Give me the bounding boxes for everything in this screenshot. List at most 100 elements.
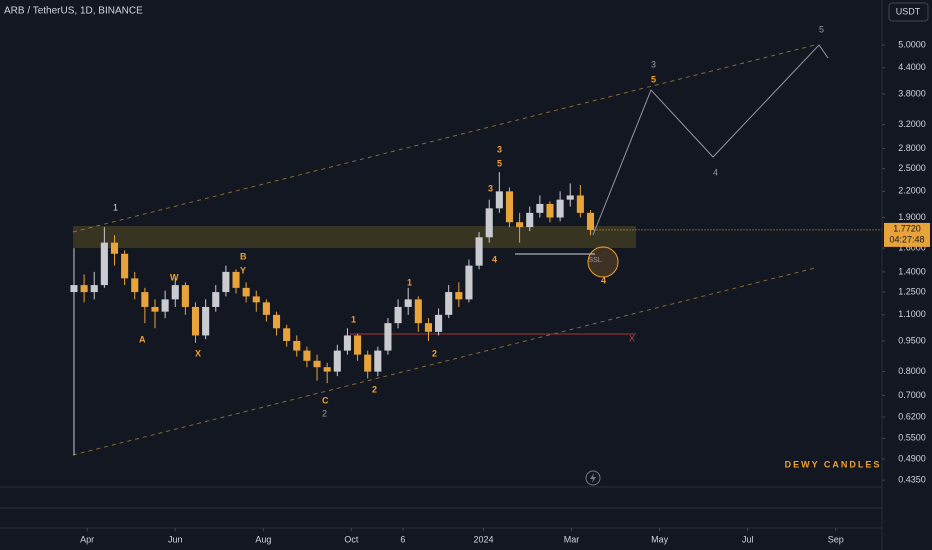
wave-label: 5 bbox=[819, 24, 824, 34]
candle-body bbox=[110, 242, 119, 254]
x-tick-label: Oct bbox=[344, 534, 359, 544]
y-tick-label: 1.1000 bbox=[898, 309, 926, 319]
wave-label: X bbox=[629, 333, 635, 343]
wave-label: 2 bbox=[322, 408, 327, 418]
candle-body bbox=[566, 195, 574, 200]
candle-body bbox=[414, 299, 422, 324]
y-tick-label: 0.4350 bbox=[898, 475, 926, 485]
wave-label: 1 bbox=[407, 277, 412, 287]
lightning-icon[interactable] bbox=[590, 473, 596, 483]
candle-body bbox=[435, 314, 443, 332]
ssl-label: SSL bbox=[588, 257, 601, 264]
countdown-label: 04:27:48 bbox=[889, 234, 924, 244]
candle-body bbox=[90, 285, 98, 293]
candle-body bbox=[576, 195, 584, 213]
candle-body bbox=[100, 242, 108, 286]
candle-body bbox=[313, 360, 321, 368]
watermark: DEWY CANDLES bbox=[785, 459, 882, 469]
candle-body bbox=[384, 323, 392, 351]
candle-body bbox=[404, 299, 412, 307]
candles bbox=[70, 172, 595, 456]
candle-body bbox=[343, 335, 351, 351]
price-tag bbox=[884, 222, 930, 247]
candle-body bbox=[202, 306, 210, 336]
candle-body bbox=[586, 212, 595, 230]
x-tick-label: Aug bbox=[255, 534, 271, 544]
candle-body bbox=[222, 271, 230, 293]
y-tick-label: 5.0000 bbox=[898, 39, 926, 49]
candle-body bbox=[323, 367, 331, 372]
candle-body bbox=[171, 285, 179, 300]
y-tick-label: 2.5000 bbox=[898, 163, 926, 173]
candle-body bbox=[262, 302, 270, 315]
candle-body bbox=[485, 208, 493, 238]
wave-label: 2 bbox=[372, 384, 377, 394]
symbol-title: ARB / TetherUS, 1D, BINANCE bbox=[4, 6, 143, 17]
wave-label: C bbox=[322, 395, 329, 405]
candle-body bbox=[191, 306, 200, 336]
y-tick-label: 2.8000 bbox=[898, 143, 926, 153]
y-tick-label: 0.9500 bbox=[898, 335, 926, 345]
x-tick-label: 2024 bbox=[473, 534, 493, 544]
candle-body bbox=[364, 354, 372, 372]
x-tick-label: Jun bbox=[168, 534, 183, 544]
candle-body bbox=[354, 335, 362, 355]
ssl-circle bbox=[587, 246, 619, 278]
candle-body bbox=[121, 253, 129, 279]
x-tick-label: 6 bbox=[400, 534, 405, 544]
candle-body bbox=[252, 296, 260, 303]
candle-body bbox=[505, 191, 514, 223]
y-tick-label: 3.8000 bbox=[898, 88, 926, 98]
candle-body bbox=[475, 237, 483, 266]
wave-label: 1 bbox=[351, 314, 356, 324]
candle-body bbox=[445, 292, 453, 315]
x-tick-label: Jul bbox=[742, 534, 754, 544]
candle-body bbox=[516, 222, 524, 228]
y-tick-label: 1.2500 bbox=[898, 286, 926, 296]
candle-body bbox=[242, 287, 250, 297]
wave-label: 3 bbox=[497, 144, 502, 154]
lightning-icon[interactable] bbox=[585, 470, 601, 486]
wave-label: Y bbox=[240, 265, 246, 275]
x-tick-label: May bbox=[651, 534, 669, 544]
currency-label[interactable]: USDT bbox=[896, 6, 921, 16]
candle-body bbox=[212, 292, 220, 307]
y-tick-label: 4.4000 bbox=[898, 62, 926, 72]
y-tick-label: 0.8000 bbox=[898, 366, 926, 376]
candle-body bbox=[526, 212, 534, 228]
y-tick-label: 1.4000 bbox=[898, 266, 926, 276]
candle-body bbox=[80, 285, 88, 293]
candle-body bbox=[556, 199, 564, 218]
wave-label: 3 bbox=[651, 59, 656, 69]
wave-label: 5 bbox=[497, 158, 502, 168]
y-tick-label: 1.9000 bbox=[898, 212, 926, 222]
y-tick-label: 0.7000 bbox=[898, 390, 926, 400]
candle-body bbox=[181, 285, 189, 307]
y-tick-label: 3.2000 bbox=[898, 119, 926, 129]
candle-body bbox=[131, 278, 139, 293]
wave-label: 4 bbox=[713, 167, 718, 177]
zone bbox=[73, 226, 636, 248]
x-tick-label: Apr bbox=[80, 534, 94, 544]
y-tick-label: 0.4900 bbox=[898, 453, 926, 463]
y-tick-label: 0.5500 bbox=[898, 433, 926, 443]
y-tick-label: 1.6000 bbox=[898, 242, 926, 252]
candle-body bbox=[293, 340, 301, 351]
wave-label: X bbox=[195, 348, 201, 358]
wave-label: B bbox=[240, 251, 247, 261]
price-tag-label: 1.7720 bbox=[893, 223, 921, 233]
candle-body bbox=[374, 350, 382, 372]
wave-label: 1 bbox=[113, 202, 118, 212]
candle-body bbox=[394, 306, 402, 324]
y-tick-label: 2.2000 bbox=[898, 186, 926, 196]
candle-body bbox=[303, 350, 311, 361]
candle-body bbox=[272, 314, 281, 329]
currency-button[interactable] bbox=[888, 2, 929, 22]
wave-label: 5 bbox=[651, 74, 656, 84]
candle-body bbox=[141, 292, 149, 307]
candle-body bbox=[495, 191, 503, 209]
candle-body bbox=[283, 328, 291, 341]
projection-path bbox=[592, 44, 829, 236]
